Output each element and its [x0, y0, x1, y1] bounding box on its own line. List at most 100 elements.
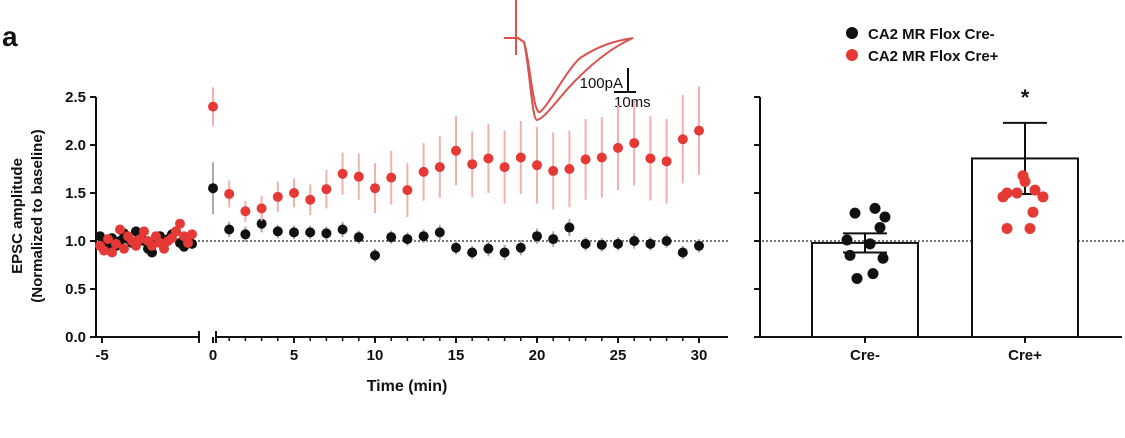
data-point — [208, 101, 218, 112]
data-point — [321, 184, 332, 195]
bar-category-label: Cre+ — [1008, 347, 1042, 364]
data-point — [256, 218, 267, 229]
baseline-point — [187, 229, 197, 240]
individual-point — [877, 252, 889, 264]
y-tick-label: 0.5 — [65, 281, 86, 298]
x-tick-label: 5 — [290, 347, 298, 364]
data-point — [256, 203, 267, 214]
bar-category-label: Cre- — [850, 347, 880, 364]
individual-point — [869, 202, 881, 214]
data-point — [224, 224, 235, 235]
data-point — [596, 239, 607, 250]
individual-point — [849, 207, 861, 219]
individual-point — [851, 272, 863, 284]
data-point — [402, 185, 413, 196]
individual-point — [844, 249, 856, 261]
x-tick-label: 20 — [529, 347, 546, 364]
y-tick-label: 1.0 — [65, 233, 86, 250]
x-tick-label: 15 — [448, 347, 465, 364]
data-point — [532, 231, 542, 242]
baseline-point — [139, 226, 149, 237]
data-point — [515, 152, 526, 163]
data-point — [451, 145, 461, 156]
y-tick-label: 1.5 — [65, 185, 86, 202]
data-point — [224, 188, 235, 199]
data-point — [289, 188, 299, 198]
timecourse-ticks: 0.0 0.5 1.0 1.5 2.0 2.5 -5 0 5 10 15 20 25 30 — [65, 89, 707, 364]
data-point — [289, 227, 299, 238]
data-point — [677, 134, 688, 145]
data-point — [353, 232, 364, 243]
y-tick-label: 0.0 — [65, 329, 86, 346]
data-point — [580, 238, 591, 249]
baseline-point — [147, 240, 157, 251]
baseline-point — [175, 218, 185, 229]
baseline-point — [111, 238, 121, 249]
data-point — [272, 226, 283, 237]
data-point — [515, 242, 526, 253]
baseline-point — [183, 237, 193, 248]
inset-scale-y-label: 100pA — [580, 75, 623, 92]
data-point — [483, 153, 494, 164]
individual-point — [874, 222, 886, 234]
x-tick-label: 10 — [367, 347, 384, 364]
individual-point — [879, 211, 891, 223]
data-point — [645, 153, 656, 164]
data-point — [402, 234, 413, 245]
data-point — [434, 227, 445, 238]
y-axis-label: EPSC amplitude — [9, 158, 26, 274]
data-point — [208, 183, 218, 194]
x-tick-label: 0 — [209, 347, 217, 364]
inset-trace: 100pA 10ms — [504, 0, 651, 122]
individual-point — [997, 191, 1009, 203]
data-point — [434, 162, 445, 173]
individual-point — [1029, 184, 1041, 196]
data-point — [386, 172, 397, 183]
data-point — [694, 240, 704, 251]
data-point — [240, 229, 251, 240]
data-point — [272, 191, 283, 202]
panel-letter: a — [2, 21, 18, 52]
bar-data: Cre- Cre+ * — [811, 85, 1079, 364]
data-point — [645, 238, 656, 249]
significance-marker: * — [1021, 85, 1030, 110]
data-point — [532, 160, 542, 171]
individual-point — [1037, 191, 1049, 203]
data-point — [370, 250, 380, 261]
y-tick-label: 2.5 — [65, 89, 86, 106]
baseline-point — [99, 245, 109, 256]
baseline-point — [159, 243, 169, 254]
x-tick-label: 25 — [610, 347, 627, 364]
data-point — [386, 232, 397, 243]
data-point — [370, 183, 380, 194]
y-axis-label-secondary: (Normalized to baseline) — [29, 129, 46, 302]
data-point — [483, 243, 494, 254]
timecourse-data — [95, 86, 704, 263]
data-point — [418, 166, 429, 177]
baseline-point — [135, 234, 145, 245]
data-point — [613, 142, 623, 153]
data-point — [613, 238, 623, 249]
baseline-point — [171, 226, 181, 237]
data-point — [337, 224, 348, 235]
data-point — [467, 247, 478, 258]
data-point — [596, 152, 607, 163]
data-point — [580, 154, 591, 165]
data-point — [499, 247, 510, 258]
legend-marker-cre-plus — [846, 49, 858, 61]
inset-trace-cre-plus — [517, 37, 634, 122]
data-point — [353, 171, 364, 182]
legend: CA2 MR Flox Cre- CA2 MR Flox Cre+ — [846, 26, 999, 65]
individual-point — [1011, 187, 1023, 199]
data-point — [548, 234, 559, 245]
data-point — [418, 231, 429, 242]
data-point — [694, 125, 704, 136]
inset-scale-x-label: 10ms — [614, 94, 651, 111]
data-point — [321, 228, 332, 239]
individual-point — [867, 268, 879, 280]
data-point — [548, 165, 559, 176]
data-point — [337, 168, 348, 179]
individual-point — [1024, 223, 1036, 235]
data-point — [564, 222, 575, 233]
individual-point — [1019, 175, 1031, 187]
